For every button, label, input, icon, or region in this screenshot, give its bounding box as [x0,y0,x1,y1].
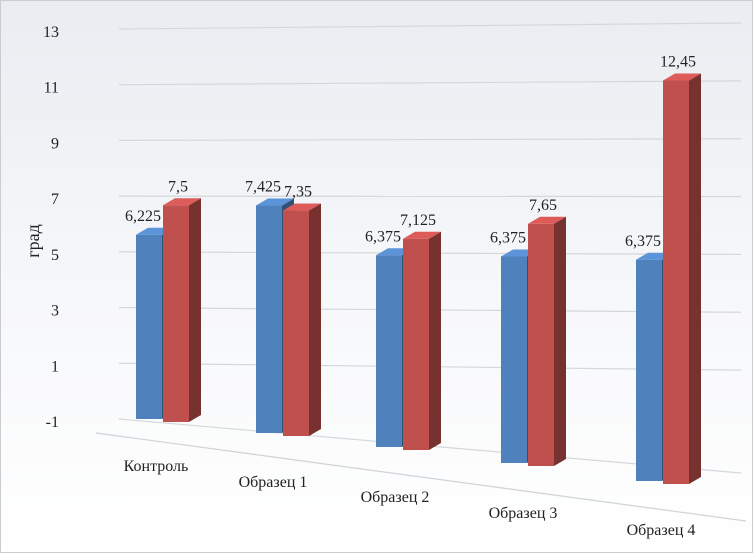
y-tick-label: 3 [51,303,59,320]
bar-front-face [163,205,189,422]
data-label: 7,125 [400,212,436,229]
bar-front-face [376,255,402,447]
bars [136,74,701,485]
category-label: Образец 1 [239,474,308,491]
bar-front-face [663,81,689,485]
data-label: 6,225 [125,208,161,225]
data-label: 12,45 [660,54,696,71]
data-label: 6,375 [490,230,526,247]
bar-side-face [309,204,321,436]
data-label: 7,5 [168,178,188,195]
bar-red [163,198,201,422]
y-tick-label: -1 [46,414,59,431]
gridline [119,139,741,141]
data-label: 7,35 [284,184,312,201]
y-tick-label: 9 [51,135,59,152]
data-label: 7,65 [529,197,557,214]
y-tick-label: 11 [44,80,59,97]
category-label: Образец 2 [361,489,430,506]
category-label: Контроль [124,458,189,475]
data-label: 6,375 [365,228,401,245]
y-tick-label: 1 [51,358,59,375]
data-label: 6,375 [625,233,661,250]
bar-front-face [136,235,162,419]
bar-side-face [429,232,441,450]
y-tick-label: 7 [51,191,59,208]
category-label: Образец 3 [489,505,558,522]
bar-red [283,204,321,436]
bar-side-face [189,198,201,422]
y-axis-title: град [23,224,43,258]
bar-red [403,232,441,450]
bar-side-face [689,74,701,485]
gridline [119,23,741,29]
bar-red [663,74,701,485]
bar-front-face [501,257,527,464]
bar-front-face [636,260,662,481]
y-tick-label: 13 [43,24,59,41]
bar-front-face [283,211,309,436]
y-tick-label: 5 [51,247,59,264]
bar-front-face [528,224,554,466]
gridline [119,81,741,85]
data-label: 7,425 [245,179,281,196]
bar-front-face [403,239,429,450]
bar-red [528,217,566,466]
bar-front-face [256,206,282,433]
category-label: Образец 4 [627,522,696,539]
category-labels: Контроль Образец 1 Образец 2 Образец 3 Образ… [124,458,696,539]
bar-side-face [554,217,566,466]
